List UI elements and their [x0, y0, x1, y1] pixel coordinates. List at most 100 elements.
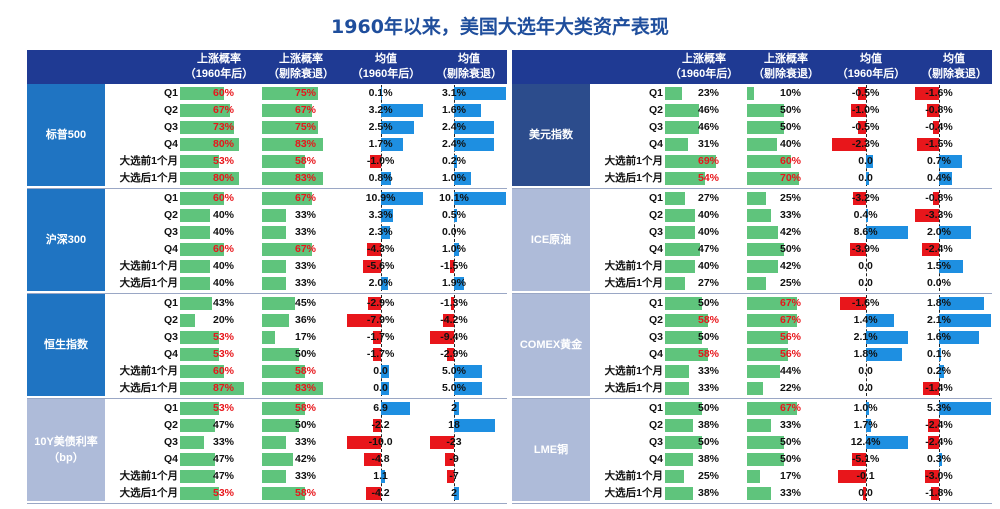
mean-bar: [380, 365, 389, 378]
mean-label: -0.8%: [925, 104, 953, 116]
row-label: Q3: [163, 331, 178, 343]
probability-label: 33%: [294, 470, 316, 482]
mean-bar: [380, 470, 386, 483]
probability-label: 33%: [212, 436, 234, 448]
header-title: 均值: [860, 53, 882, 65]
probability-bar: [747, 209, 772, 222]
header-title: 均值: [943, 53, 965, 65]
probability-bar: [665, 260, 695, 273]
mean-bar: [444, 453, 454, 466]
probability-label: 47%: [212, 453, 234, 465]
mean-label: 2.5%: [368, 121, 393, 133]
table-row: Q4 38% 50% -5.1% 0.3%: [590, 451, 992, 468]
table-row: Q3 40% 33% 2.3% 0.0%: [105, 224, 507, 241]
mean-label: -0.8%: [925, 192, 953, 204]
mean-label: 3.3%: [368, 209, 393, 221]
zero-axis: [939, 85, 940, 186]
probability-bar: [262, 277, 287, 290]
probability-label: 50%: [779, 243, 801, 255]
row-label: Q4: [163, 348, 178, 360]
mean-bar: [380, 402, 410, 415]
probability-bar: [747, 348, 789, 361]
mean-label: -2.4%: [925, 419, 953, 431]
mean-bar: [930, 487, 939, 500]
row-label: Q4: [163, 138, 178, 150]
mean-bar: [364, 453, 381, 466]
asset-name: 沪深300: [27, 189, 105, 293]
table-row: Q2 20% 36% -7.9% -4.2%: [105, 312, 507, 329]
mean-bar: [380, 209, 394, 222]
mean-bar: [832, 138, 866, 151]
probability-bar: [180, 436, 205, 449]
mean-bar: [939, 297, 984, 310]
row-label: 大选前1个月: [119, 155, 178, 167]
mean-label: 1.5%: [927, 260, 951, 272]
row-label: Q3: [163, 436, 178, 448]
probability-bar: [262, 402, 305, 415]
probability-label: 54%: [697, 172, 719, 184]
probability-bar: [747, 453, 784, 466]
asset-name: ICE原油: [512, 189, 590, 293]
mean-label: 0.0: [858, 260, 873, 272]
probability-bar: [747, 104, 784, 117]
mean-bar: [454, 209, 457, 222]
zero-axis: [380, 85, 382, 186]
mean-label: -3.9%: [851, 243, 880, 255]
mean-bar: [865, 419, 872, 432]
probability-label: 58%: [294, 155, 316, 167]
table-row: Q1 50% 67% 1.0% 5.3%: [590, 400, 992, 417]
probability-label: 60%: [212, 87, 234, 99]
probability-label: 33%: [779, 209, 801, 221]
probability-label: 50%: [697, 436, 719, 448]
probability-bar: [747, 87, 755, 100]
row-label: Q2: [648, 419, 663, 431]
probability-bar: [665, 104, 700, 117]
probability-label: 47%: [212, 419, 234, 431]
mean-bar: [939, 172, 952, 185]
probability-label: 80%: [212, 138, 234, 150]
probability-bar: [180, 470, 215, 483]
probability-bar: [262, 487, 305, 500]
mean-label: -1.5%: [925, 138, 953, 150]
mean-label: -1.4%: [925, 382, 953, 394]
table-row: 大选前1个月 25% 17% -0.1 -3.0%: [590, 468, 992, 485]
probability-label: 47%: [212, 470, 234, 482]
mean-label: -0.4%: [925, 121, 953, 133]
mean-bar: [380, 104, 423, 117]
mean-bar: [454, 155, 458, 168]
probability-bar: [665, 419, 694, 432]
asset-group: LME铜 Q1 50% 67% 1.0% 5.3% Q2 38% 33% 1.7% -2.4% Q3 5…: [512, 399, 992, 504]
probability-label: 75%: [294, 121, 316, 133]
mean-bar: [939, 365, 944, 378]
table-row: Q2 47% 50% -2.2 18: [105, 417, 507, 434]
header-subtitle: （1960年后）: [351, 68, 421, 80]
probability-bar: [747, 382, 764, 395]
row-label: Q1: [648, 192, 663, 204]
header-cell: 上涨概率 （剔除衰退）: [742, 50, 830, 84]
mean-bar: [915, 209, 939, 222]
mean-label: -0.5%: [851, 87, 880, 99]
mean-bar: [939, 331, 979, 344]
probability-bar: [180, 192, 225, 205]
mean-bar: [373, 419, 381, 432]
mean-label: -2.9%: [440, 348, 468, 360]
probability-bar: [747, 331, 789, 344]
probability-label: 53%: [212, 402, 234, 414]
mean-label: -1.7%: [366, 331, 395, 343]
probability-label: 53%: [212, 348, 234, 360]
probability-bar: [262, 209, 287, 222]
row-label: 大选前1个月: [604, 365, 663, 377]
probability-label: 33%: [294, 209, 316, 221]
mean-label: -0.5%: [851, 121, 880, 133]
probability-bar: [665, 402, 702, 415]
table-row: 大选前1个月 40% 42% 0.0 1.5%: [590, 258, 992, 275]
row-label: Q2: [163, 209, 178, 221]
mean-label: 2: [451, 402, 457, 414]
mean-bar: [373, 331, 381, 344]
mean-bar: [446, 348, 454, 361]
mean-bar: [915, 87, 939, 100]
probability-label: 42%: [294, 453, 316, 465]
probability-label: 17%: [779, 470, 801, 482]
probability-bar: [665, 365, 690, 378]
mean-label: 1.7%: [368, 138, 393, 150]
